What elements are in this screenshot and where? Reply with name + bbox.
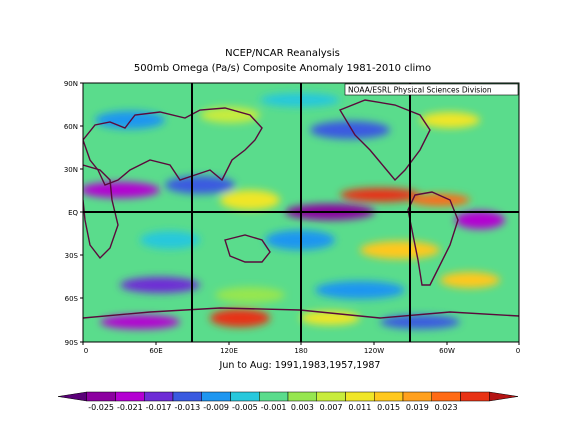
colorbar-swatch [345,391,375,402]
colorbar-swatch [57,391,87,402]
lon-tick-label: 120E [220,347,238,355]
colorbar-swatch [86,391,116,402]
colorbar-label: -0.013 [174,403,200,412]
lat-tick-label: EQ [68,209,78,217]
lat-tick-label: 30S [65,252,79,260]
colorbar-swatch [460,391,490,402]
lon-tick-label: 0 [84,347,88,355]
lat-tick-label: 60S [65,295,79,303]
colorbar-swatch [172,391,202,402]
tick-marks [80,82,520,345]
colorbar-swatch [374,391,404,402]
colorbar-label: -0.005 [232,403,258,412]
colorbar-swatch [144,391,174,402]
africa-outline [83,164,119,260]
colorbar-label: -0.017 [146,403,172,412]
eurasia-outline [83,107,263,186]
colorbar-label: -0.021 [117,403,143,412]
colorbar-swatch [230,391,260,402]
north-america-outline [338,99,431,182]
colorbar-label: 0.015 [377,403,400,412]
colorbar-swatch [287,391,317,402]
lat-tick-label: 90S [65,339,79,347]
colorbar-labels: -0.025 -0.021 -0.017 -0.013 -0.009 -0.005 -0.0… [88,403,457,412]
chart-subtitle: 500mb Omega (Pa/s) Composite Anomaly 198… [133,63,432,74]
australia-outline [224,234,271,263]
reference-lines [83,83,519,342]
lon-tick-label: 120W [364,347,384,355]
period-label: Jun to Aug: 1991,1983,1957,1987 [219,360,381,371]
colorbar-label: -0.025 [88,403,114,412]
south-america-outline [407,191,459,286]
colorbar-label: -0.009 [203,403,229,412]
lon-tick-label: 60E [149,347,162,355]
lon-tick-labels: 0 60E 120E 180 120W 60W 0 [84,347,520,355]
lat-tick-label: 90N [64,80,78,88]
colorbar-label: 0.011 [348,403,371,412]
colorbar-swatch [402,391,432,402]
colorbar-label: -0.001 [261,403,287,412]
colorbar-swatch [115,391,145,402]
lat-tick-label: 60N [64,123,78,131]
lat-tick-labels: 90N 60N 30N EQ 30S 60S 90S [64,80,79,347]
lon-tick-label: 180 [294,347,307,355]
lon-tick-label: 0 [516,347,520,355]
colorbar-label: 0.019 [406,403,429,412]
colorbar-swatch [201,391,231,402]
lon-tick-label: 60W [439,347,455,355]
colorbar-swatch [259,391,289,402]
colorbar-label: 0.023 [435,403,458,412]
colorbar-swatch [431,391,461,402]
colorbar-boxes [57,391,519,402]
colorbar-swatch [316,391,346,402]
credit-text: NOAA/ESRL Physical Sciences Division [348,86,492,95]
colorbar-label: 0.007 [320,403,343,412]
credit-box [344,83,519,96]
chart-title: NCEP/NCAR Reanalysis [225,48,340,59]
colorbar-label: 0.003 [291,403,314,412]
colorbar-swatch [489,391,519,402]
lat-tick-label: 30N [64,166,78,174]
